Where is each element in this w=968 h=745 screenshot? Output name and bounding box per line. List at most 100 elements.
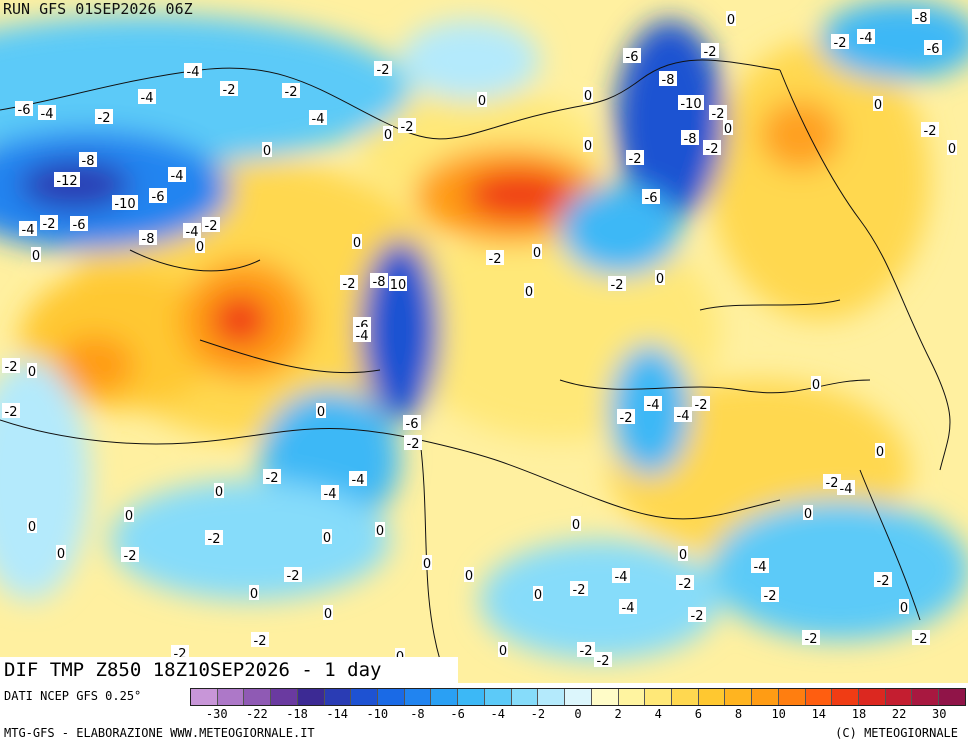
contour-label: -6 xyxy=(924,40,942,57)
contour-label: 0 xyxy=(323,605,333,622)
contour-label: -2 xyxy=(676,575,694,592)
contour-label: -2 xyxy=(251,632,269,649)
svg-text:-2: -2 xyxy=(764,589,777,604)
credit-label: MTG-GFS - ELABORAZIONE WWW.METEOGIORNALE… xyxy=(4,726,315,740)
svg-text:0: 0 xyxy=(125,509,133,524)
svg-text:-4: -4 xyxy=(840,482,853,497)
svg-text:-6: -6 xyxy=(73,218,86,233)
contour-label: -6 xyxy=(623,48,641,65)
svg-text:-2: -2 xyxy=(620,411,633,426)
legend-swatch xyxy=(805,689,833,705)
contour-label: 0 xyxy=(803,505,813,522)
svg-text:-2: -2 xyxy=(208,532,221,547)
svg-text:-2: -2 xyxy=(826,476,839,491)
svg-text:-12: -12 xyxy=(56,174,77,189)
legend-tick-label: -30 xyxy=(205,707,228,721)
contour-label: -2 xyxy=(608,276,626,293)
contour-label: 0 xyxy=(195,238,205,255)
svg-text:-8: -8 xyxy=(82,154,95,169)
map-title: DIF TMP Z850 18Z10SEP2026 - 1 day xyxy=(0,657,458,683)
contour-label: -4 xyxy=(38,105,56,122)
contour-label: -2 xyxy=(220,81,238,98)
contour-label: -2 xyxy=(284,567,302,584)
svg-text:-4: -4 xyxy=(352,473,365,488)
contour-label: 0 xyxy=(322,529,332,546)
svg-text:0: 0 xyxy=(353,236,361,251)
contour-label: 10 xyxy=(389,276,407,293)
contour-label: -2 xyxy=(912,630,930,647)
contour-label: 0 xyxy=(352,234,362,251)
svg-text:-2: -2 xyxy=(629,152,642,167)
legend-tick-label: 10 xyxy=(771,707,786,721)
svg-text:-2: -2 xyxy=(679,577,692,592)
svg-text:0: 0 xyxy=(317,405,325,420)
contour-label: -6 xyxy=(403,415,421,432)
svg-text:0: 0 xyxy=(533,246,541,261)
svg-text:-2: -2 xyxy=(489,252,502,267)
contour-label: 0 xyxy=(726,11,736,28)
svg-text:0: 0 xyxy=(874,98,882,113)
contour-label: 0 xyxy=(56,545,66,562)
contour-label: 0 xyxy=(124,507,134,524)
svg-text:0: 0 xyxy=(948,142,956,157)
svg-text:0: 0 xyxy=(584,89,592,104)
svg-text:-2: -2 xyxy=(124,549,137,564)
svg-text:-2: -2 xyxy=(5,405,18,420)
contour-label: 0 xyxy=(571,516,581,533)
svg-text:0: 0 xyxy=(324,607,332,622)
svg-text:-2: -2 xyxy=(712,107,725,122)
contour-label: -10 xyxy=(112,195,138,212)
svg-text:-2: -2 xyxy=(205,219,218,234)
legend-swatch xyxy=(591,689,619,705)
svg-text:-4: -4 xyxy=(141,91,154,106)
legend-swatch xyxy=(671,689,699,705)
svg-text:0: 0 xyxy=(804,507,812,522)
copyright-label: (C) METEOGIORNALE xyxy=(835,726,958,740)
svg-text:-4: -4 xyxy=(615,570,628,585)
svg-text:0: 0 xyxy=(724,122,732,137)
svg-text:-10: -10 xyxy=(680,97,701,112)
contour-label: -2 xyxy=(594,652,612,669)
legend-tick-label: -8 xyxy=(410,707,425,721)
contour-label: -2 xyxy=(617,409,635,426)
contour-label: -12 xyxy=(54,172,80,189)
svg-text:-4: -4 xyxy=(622,601,635,616)
svg-text:-8: -8 xyxy=(142,232,155,247)
legend-swatch xyxy=(271,689,298,705)
legend-swatch xyxy=(939,689,965,705)
svg-text:-2: -2 xyxy=(915,632,928,647)
contour-label: -8 xyxy=(659,71,677,88)
legend-tick-label: 0 xyxy=(574,707,582,721)
svg-text:0: 0 xyxy=(196,240,204,255)
svg-text:-2: -2 xyxy=(877,574,890,589)
svg-text:0: 0 xyxy=(323,531,331,546)
svg-text:-2: -2 xyxy=(98,111,111,126)
svg-text:-2: -2 xyxy=(611,278,624,293)
legend-tick-label: -2 xyxy=(530,707,546,721)
contour-label: -6 xyxy=(149,188,167,205)
data-source-label: DATI NCEP GFS 0.25° xyxy=(4,689,142,703)
contour-label: -6 xyxy=(70,216,88,233)
contour-label: -2 xyxy=(921,122,939,139)
svg-text:0: 0 xyxy=(28,365,36,380)
svg-text:-2: -2 xyxy=(377,63,390,78)
contour-label: 0 xyxy=(655,270,665,287)
legend-tick-label: 8 xyxy=(734,707,743,721)
svg-text:-2: -2 xyxy=(924,124,937,139)
svg-text:-4: -4 xyxy=(171,169,184,184)
legend-swatch xyxy=(725,689,753,705)
svg-text:-2: -2 xyxy=(5,360,18,375)
contour-label: -10 xyxy=(678,95,704,112)
contour-label: -6 xyxy=(642,189,660,206)
svg-text:0: 0 xyxy=(727,13,735,28)
legend-tick-label: 14 xyxy=(811,707,827,721)
contour-label: -2 xyxy=(823,474,841,491)
contour-label: -8 xyxy=(79,152,97,169)
contour-label: 0 xyxy=(31,247,41,264)
contour-label: -4 xyxy=(19,221,37,238)
contour-label: 0 xyxy=(723,120,733,137)
contour-label: -2 xyxy=(2,358,20,375)
contour-label: 0 xyxy=(533,586,543,603)
svg-text:-4: -4 xyxy=(860,31,873,46)
